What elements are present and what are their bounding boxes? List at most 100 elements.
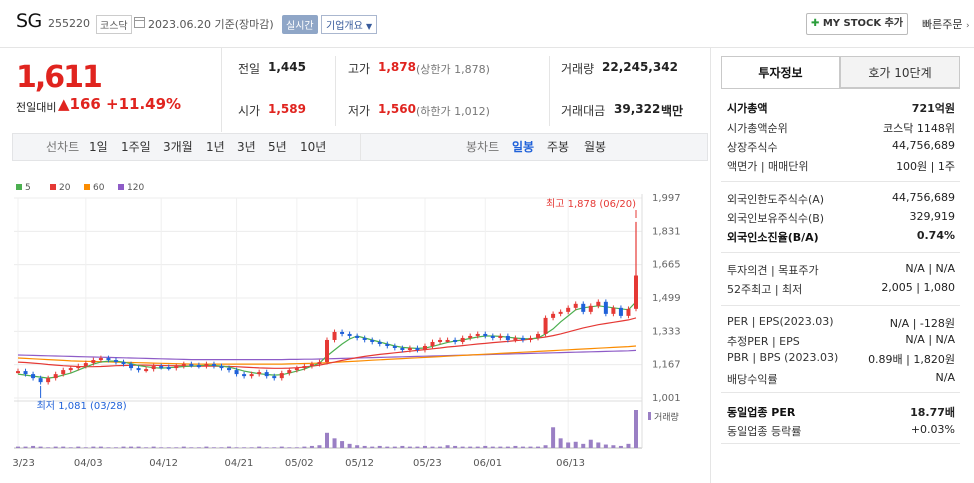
candle-body [219, 366, 224, 369]
volume-bar [513, 445, 518, 448]
y-tick-label: 1,665 [652, 260, 681, 271]
y-tick-label: 1,997 [652, 193, 681, 204]
volume-bar [189, 447, 194, 448]
volume-bar [355, 445, 360, 448]
volume-bar [430, 446, 435, 448]
candle-body [340, 331, 345, 334]
company-info-dropdown[interactable]: 기업개요 ▼ [321, 15, 378, 34]
tab-order-book[interactable]: 호가 10단계 [840, 56, 960, 88]
info-label: 배당수익률 [727, 373, 778, 386]
volume-bar [249, 447, 254, 448]
candle-body [430, 341, 435, 346]
period-1d[interactable]: 1일 [89, 140, 108, 154]
candle-body [377, 341, 382, 344]
candle-body [121, 362, 126, 365]
candle-daily[interactable]: 일봉 [512, 140, 535, 154]
volume-bar [279, 446, 284, 448]
volume-bar [340, 441, 345, 448]
volume-bar [257, 446, 262, 448]
volume-bar [528, 446, 533, 448]
period-1w[interactable]: 1주일 [121, 140, 151, 154]
line-chart-label: 선차트 [46, 140, 80, 154]
x-tick-label: 06/01 [473, 458, 502, 469]
candle-body [68, 368, 73, 371]
candle-body [400, 348, 405, 351]
volume-bar [618, 445, 623, 448]
candle-body [38, 378, 43, 383]
volume-bar [121, 446, 126, 448]
candle-body [234, 370, 239, 375]
info-label: 투자의견 | 목표주가 [727, 264, 819, 277]
info-label: PBR | BPS (2023.03) [727, 351, 839, 364]
candle-body [460, 337, 465, 342]
candle-body [23, 371, 28, 375]
tab-investment-info[interactable]: 투자정보 [721, 56, 840, 88]
candle-body [53, 374, 58, 379]
volume-bar [204, 446, 209, 448]
candle-body [211, 364, 216, 367]
info-value: 100원 | 1주 [896, 160, 955, 173]
info-row: 추정PER | EPS N/A | N/A [727, 333, 955, 349]
lower-limit: (하한가 1,012) [416, 105, 490, 118]
volume-bar [309, 445, 314, 448]
volume-bar [362, 445, 367, 448]
stock-chart[interactable]: 5 20 60 120 1,997 1,831 1,665 1,499 1,333 1,167 1,… [12, 178, 708, 470]
candle-body [159, 366, 164, 369]
candle-weekly[interactable]: 주봉 [547, 140, 570, 154]
volume-bar [520, 446, 525, 448]
realtime-button[interactable]: 실시간 [282, 15, 318, 34]
info-label: 외국인한도주식수(A) [727, 193, 825, 206]
candle-body [528, 337, 533, 340]
low-value: 1,560 [378, 102, 416, 116]
info-value: N/A | N/A [905, 262, 955, 275]
volume-bar [558, 438, 563, 448]
candle-body [498, 335, 503, 338]
volume-bar [287, 447, 292, 448]
volume-bar [483, 445, 488, 448]
info-row: 동일업종 PER 18.77배 [727, 404, 955, 420]
candle-body [347, 333, 352, 336]
x-tick-label: 04/21 [225, 458, 254, 469]
info-value: 721억원 [911, 102, 955, 115]
legend-label: 20 [59, 183, 71, 193]
volume-bar [475, 446, 480, 448]
period-5y[interactable]: 5년 [268, 140, 287, 154]
period-3y[interactable]: 3년 [237, 140, 256, 154]
volume-bar [91, 446, 96, 448]
info-label: 52주최고 | 최저 [727, 283, 803, 296]
stock-code: 255220 [48, 17, 90, 30]
min-annotation: 최저 1,081 (03/28) [37, 400, 127, 412]
period-3m[interactable]: 3개월 [163, 140, 193, 154]
volume-bar [566, 442, 571, 448]
period-10y[interactable]: 10년 [300, 140, 327, 154]
volume-bar [445, 445, 450, 448]
legend-swatch [84, 184, 90, 190]
volume-bar [634, 410, 638, 448]
upper-limit: (상한가 1,878) [416, 63, 490, 76]
candle-body [196, 365, 201, 368]
candle-monthly[interactable]: 월봉 [584, 140, 607, 154]
price-change-percent: +11.49% [106, 95, 182, 113]
high-value: 1,878 [378, 60, 416, 74]
candle-body [385, 343, 390, 346]
candle-body [558, 311, 563, 314]
candle-body [242, 374, 247, 377]
candle-body [611, 307, 616, 314]
volume-bar [385, 446, 390, 448]
candle-body [505, 335, 510, 340]
candle-body [144, 369, 149, 372]
volume-bar [106, 447, 111, 448]
info-label: 액면가 | 매매단위 [727, 160, 809, 173]
prev-close-label: 전일 [238, 62, 261, 76]
period-1y[interactable]: 1년 [206, 140, 225, 154]
legend-swatch [118, 184, 124, 190]
x-tick-label: 06/13 [556, 458, 585, 469]
candle-body [445, 339, 450, 342]
quick-order-button[interactable]: 빠른주문 › [922, 16, 970, 32]
my-stock-add-button[interactable]: ✚ MY STOCK 추가 [806, 13, 908, 35]
info-value: N/A | -128원 [889, 317, 955, 330]
amount-label: 거래대금 [561, 104, 606, 118]
volume-bar [498, 446, 503, 448]
legend-swatch [50, 184, 56, 190]
volume-bar [347, 443, 352, 448]
